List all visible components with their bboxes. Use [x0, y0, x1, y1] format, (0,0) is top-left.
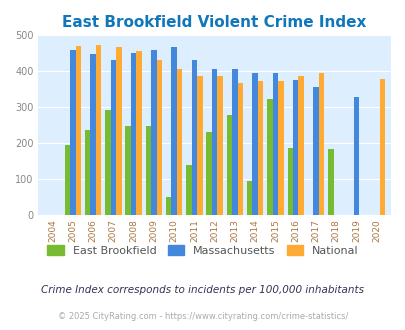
Bar: [266, 99, 272, 214]
Bar: [136, 51, 141, 214]
Bar: [177, 69, 182, 214]
Title: East Brookfield Violent Crime Index: East Brookfield Violent Crime Index: [62, 15, 366, 30]
Bar: [70, 50, 75, 214]
Bar: [237, 83, 243, 214]
Bar: [327, 149, 333, 214]
Bar: [257, 81, 263, 214]
Bar: [211, 69, 217, 215]
Bar: [85, 130, 90, 214]
Legend: East Brookfield, Massachusetts, National: East Brookfield, Massachusetts, National: [43, 241, 362, 260]
Bar: [90, 54, 96, 214]
Bar: [252, 73, 257, 214]
Bar: [110, 60, 116, 214]
Bar: [313, 87, 318, 214]
Bar: [298, 76, 303, 214]
Bar: [272, 73, 277, 215]
Text: Crime Index corresponds to incidents per 100,000 inhabitants: Crime Index corresponds to incidents per…: [41, 285, 364, 295]
Bar: [64, 146, 70, 214]
Bar: [145, 126, 151, 214]
Bar: [232, 69, 237, 215]
Bar: [287, 148, 292, 214]
Bar: [151, 50, 156, 214]
Bar: [206, 132, 211, 214]
Bar: [75, 47, 81, 214]
Bar: [197, 76, 202, 215]
Bar: [191, 60, 197, 214]
Bar: [292, 80, 298, 214]
Bar: [277, 81, 283, 214]
Bar: [379, 79, 384, 214]
Bar: [116, 47, 121, 214]
Bar: [105, 110, 110, 214]
Bar: [226, 115, 232, 214]
Bar: [171, 47, 177, 214]
Bar: [217, 76, 222, 215]
Bar: [96, 45, 101, 215]
Bar: [130, 52, 136, 214]
Bar: [156, 60, 162, 214]
Bar: [318, 73, 324, 215]
Text: © 2025 CityRating.com - https://www.cityrating.com/crime-statistics/: © 2025 CityRating.com - https://www.city…: [58, 312, 347, 321]
Bar: [353, 97, 358, 214]
Bar: [125, 126, 130, 214]
Bar: [166, 197, 171, 214]
Bar: [246, 181, 252, 214]
Bar: [186, 165, 191, 214]
